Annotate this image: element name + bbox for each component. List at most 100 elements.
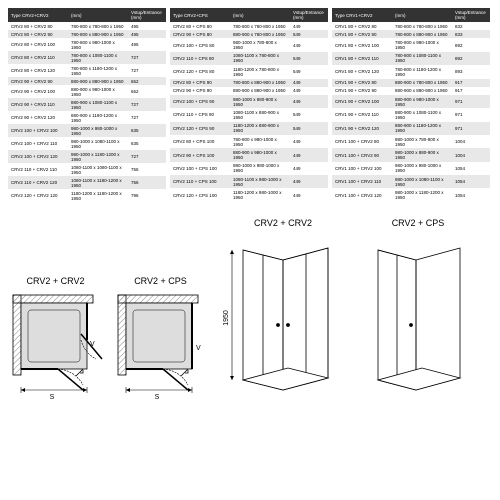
table-cell: CRV2 90 + CRV2 100 — [8, 85, 68, 98]
table-cell: CRV1 80 + CRV2 80 — [332, 22, 392, 30]
height-label: 1950 — [223, 310, 230, 326]
table-cell: 893 — [452, 65, 490, 78]
iso-diagram-crv2-cps: CRV2 + CPS — [358, 218, 478, 405]
table-cell: 727 — [128, 150, 166, 163]
table-row: CRV2 90 + CPS 90880-900 x 880-900 x 1950… — [170, 87, 328, 95]
table-cell: 1004 — [452, 135, 490, 148]
table-cell: 549 — [290, 65, 328, 78]
table-row: CRV1 80 + CRV2 120780-800 x 1180-1200 x … — [332, 65, 490, 78]
table-cell: 880-900 x 980-1000 x 1950 — [68, 85, 128, 98]
table-row: CRV1 100 + CRV2 110980-1000 x 1080-1100 … — [332, 175, 490, 188]
table-row: CRV2 100 + CRV2 110980-1000 x 1080-1100 … — [8, 137, 166, 150]
table-cell: 980-1000 x 980-1000 x 1950 — [68, 124, 128, 137]
table-header: (mm) — [230, 8, 290, 22]
plan-diagram-crv2-crv2: CRV2 + CRV2 — [8, 276, 103, 405]
table-cell: CRV2 100 + CPS 80 — [170, 38, 230, 51]
table-cell: CRV2 120 + CPS 90 — [170, 122, 230, 135]
plan1-label: CRV2 + CRV2 — [8, 276, 103, 286]
table-header: Vstup/Entrance (mm) — [290, 8, 328, 22]
table-cell: 980-1000 x 980-1000 x 1950 — [230, 162, 290, 175]
table-cell: 635 — [128, 124, 166, 137]
table-row: CRV1 90 + CRV2 100880-900 x 980-1000 x 1… — [332, 95, 490, 108]
table-cell: 780-800 x 880-900 x 1950 — [230, 79, 290, 87]
table-cell: CRV2 80 + CRV2 90 — [8, 30, 68, 38]
table-row: CRV2 90 + CRV2 90880-900 x 880-900 x 195… — [8, 77, 166, 85]
table-cell: 780-800 x 980-1000 x 1950 — [392, 38, 452, 51]
table-cell: 549 — [290, 52, 328, 65]
table-cell: 780-800 x 780-800 x 1950 — [392, 22, 452, 30]
table-cell: 449 — [290, 22, 328, 30]
diagrams-row: CRV2 + CRV2 — [8, 218, 492, 405]
table-cell: 727 — [128, 51, 166, 64]
table-cell: CRV1 90 + CRV2 100 — [332, 95, 392, 108]
table-cell: 780-800 x 880-900 x 1950 — [392, 30, 452, 38]
table-cell: 1054 — [452, 188, 490, 202]
table-cell: CRV1 90 + CRV2 110 — [332, 108, 392, 121]
table-cell: 880-900 x 1080-1100 x 1950 — [392, 108, 452, 121]
table-cell: 880-900 x 1180-1200 x 1950 — [392, 122, 452, 135]
table-row: CRV2 110 + CRV2 1201080-1100 x 1180-1200… — [8, 176, 166, 189]
table-cell: 652 — [128, 85, 166, 98]
plan2-svg: S V — [113, 290, 208, 405]
table-cell: CRV2 90 + CPS 80 — [170, 30, 230, 38]
table-row: CRV2 100 + CRV2 120980-1000 x 1180-1200 … — [8, 150, 166, 163]
plan2-label: CRV2 + CPS — [113, 276, 208, 286]
table-row: CRV2 80 + CRV2 80780-800 x 780-800 x 195… — [8, 22, 166, 30]
table-crv2-cps: Type CRV2+CPS(mm)Vstup/Entrance (mm)CRV2… — [170, 8, 328, 202]
table-cell: 727 — [128, 64, 166, 77]
table-row: CRV1 90 + CRV2 90880-900 x 880-900 x 195… — [332, 87, 490, 95]
table-cell: 1080-1100 x 1080-1100 x 1950 — [68, 163, 128, 176]
table-header: Type CRV2+CRV2 — [8, 8, 68, 22]
table-cell: CRV2 110 + CPS 90 — [170, 108, 230, 121]
table-cell: CRV2 80 + CRV2 110 — [8, 51, 68, 64]
table-cell: 892 — [452, 52, 490, 65]
iso2-svg — [358, 230, 478, 405]
table-cell: 495 — [128, 22, 166, 30]
table-cell: CRV1 90 + CRV2 80 — [332, 79, 392, 87]
table-row: CRV2 90 + CRV2 120880-900 x 1180-1200 x … — [8, 111, 166, 124]
table-cell: 880-900 x 880-900 x 1950 — [230, 87, 290, 95]
table-cell: 980-1000 x 1180-1200 x 1950 — [68, 150, 128, 163]
table-cell: CRV1 100 + CRV2 100 — [332, 162, 392, 175]
table-cell: CRV2 90 + CPS 90 — [170, 87, 230, 95]
table-row: CRV2 120 + CPS 901180-1200 x 880-900 x 1… — [170, 122, 328, 135]
table-cell: 880-900 x 980-1000 x 1950 — [230, 148, 290, 161]
table-cell: 980-1000 x 980-1000 x 1950 — [392, 162, 452, 175]
table-row: CRV2 80 + CRV2 110780-800 x 1080-1100 x … — [8, 51, 166, 64]
table-row: CRV1 100 + CRV2 100980-1000 x 980-1000 x… — [332, 162, 490, 175]
table-cell: 917 — [452, 87, 490, 95]
table-cell: 892 — [452, 38, 490, 51]
table-cell: 635 — [128, 137, 166, 150]
table-cell: CRV2 80 + CPS 100 — [170, 135, 230, 148]
table-row: CRV2 100 + CPS 100980-1000 x 980-1000 x … — [170, 162, 328, 175]
table-cell: CRV2 110 + CRV2 120 — [8, 176, 68, 189]
table-row: CRV1 100 + CRV2 90980-1000 x 880-900 x 1… — [332, 148, 490, 161]
table-row: CRV2 90 + CPS 80880-900 x 780-800 x 1950… — [170, 30, 328, 38]
table-cell: CRV1 100 + CRV2 90 — [332, 148, 392, 161]
table-cell: CRV2 80 + CRV2 80 — [8, 22, 68, 30]
table-cell: CRV1 80 + CRV2 110 — [332, 52, 392, 65]
table-cell: 727 — [128, 111, 166, 124]
table-cell: CRV2 80 + CPS 90 — [170, 79, 230, 87]
table-cell: 780-800 x 780-800 x 1950 — [68, 22, 128, 30]
table-cell: 449 — [290, 188, 328, 202]
table-crv1-crv2: Type CRV1+CRV2(mm)Vstup/Entrance (mm)CRV… — [332, 8, 490, 202]
table-row: CRV1 80 + CRV2 90780-800 x 880-900 x 195… — [332, 30, 490, 38]
table-cell: CRV1 90 + CRV2 90 — [332, 87, 392, 95]
table-cell: 1080-1100 x 780-800 x 1950 — [230, 52, 290, 65]
table-cell: CRV1 80 + CRV2 100 — [332, 38, 392, 51]
table-cell: 449 — [290, 162, 328, 175]
table-cell: 1180-1200 x 780-800 x 1950 — [230, 65, 290, 78]
table-cell: 549 — [290, 122, 328, 135]
table-cell: 880-900 x 880-900 x 1950 — [392, 87, 452, 95]
table-cell: 880-900 x 880-900 x 1950 — [68, 77, 128, 85]
table-cell: CRV2 120 + CPS 100 — [170, 188, 230, 202]
table-cell: 1080-1100 x 980-1000 x 1950 — [230, 175, 290, 188]
v-label: V — [90, 341, 95, 348]
table-cell: CRV2 120 + CPS 80 — [170, 65, 230, 78]
table-cell: 1080-1100 x 1180-1200 x 1950 — [68, 176, 128, 189]
table-row: CRV1 90 + CRV2 80880-900 x 780-800 x 195… — [332, 79, 490, 87]
table-cell: 780-800 x 780-800 x 1950 — [230, 22, 290, 30]
table-cell: 780-800 x 1080-1100 x 1950 — [392, 52, 452, 65]
table-row: CRV2 80 + CPS 100780-800 x 980-1000 x 19… — [170, 135, 328, 148]
